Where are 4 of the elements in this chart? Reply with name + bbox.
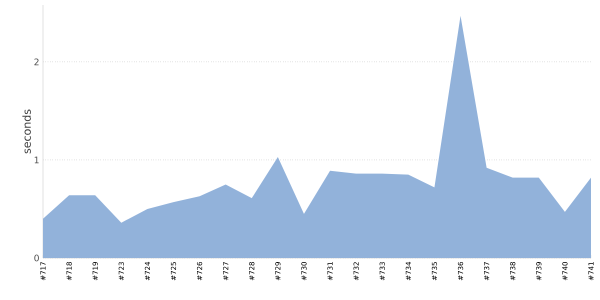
y-axis-title: seconds xyxy=(22,110,31,154)
y-tick-label: 1 xyxy=(34,156,39,164)
y-tick-label: 2 xyxy=(34,58,39,66)
y-tick-label: 0 xyxy=(34,254,39,262)
